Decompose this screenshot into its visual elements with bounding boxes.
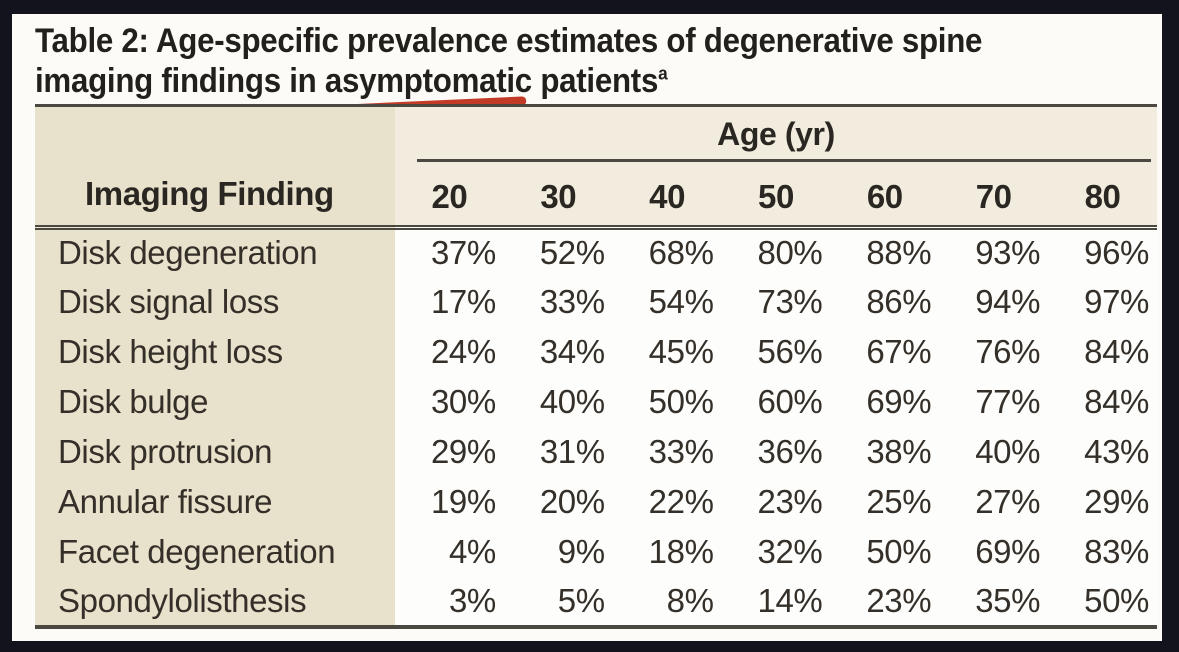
table-row: Disk bulge 30% 40% 50% 60% 69% 77% 84% xyxy=(35,377,1157,427)
prevalence-cell: 5% xyxy=(503,577,613,629)
title-divider-rule xyxy=(35,104,1157,107)
prevalence-cell: 86% xyxy=(830,277,940,327)
prevalence-cell: 50% xyxy=(1048,577,1157,629)
prevalence-cell: 24% xyxy=(395,327,504,377)
age-group-rule xyxy=(417,159,1151,162)
prevalence-cell: 8% xyxy=(612,577,722,629)
prevalence-cell: 23% xyxy=(721,477,831,527)
prevalence-cell: 69% xyxy=(939,527,1049,577)
prevalence-cell: 20% xyxy=(503,477,613,527)
prevalence-cell: 45% xyxy=(612,327,722,377)
table-row: Disk signal loss 17% 33% 54% 73% 86% 94% 97% xyxy=(35,277,1157,327)
prevalence-cell: 18% xyxy=(612,527,722,577)
prevalence-cell: 52% xyxy=(503,227,613,277)
prevalence-cell: 32% xyxy=(721,527,831,577)
table-row: Facet degeneration 4% 9% 18% 32% 50% 69% 83% xyxy=(35,527,1157,577)
prevalence-cell: 56% xyxy=(721,327,831,377)
prevalence-cell: 84% xyxy=(1048,327,1157,377)
table-header: Imaging Finding Age (yr) 20 30 40 50 60 … xyxy=(35,107,1157,230)
stub-header-cell: Imaging Finding xyxy=(35,107,395,230)
prevalence-cell: 35% xyxy=(939,577,1049,629)
row-finding-label: Annular fissure xyxy=(35,477,395,527)
age-column-header: 80 xyxy=(1048,165,1157,230)
row-finding-label: Disk height loss xyxy=(35,327,395,377)
prevalence-cell: 50% xyxy=(612,377,722,427)
age-column-header: 50 xyxy=(721,165,831,230)
table-row: Annular fissure 19% 20% 22% 23% 25% 27% 29% xyxy=(35,477,1157,527)
prevalence-cell: 36% xyxy=(721,427,831,477)
prevalence-cell: 3% xyxy=(395,577,504,629)
prevalence-cell: 38% xyxy=(830,427,940,477)
prevalence-cell: 17% xyxy=(395,277,504,327)
row-finding-label: Disk bulge xyxy=(35,377,395,427)
table-body: Disk degeneration 37% 52% 68% 80% 88% 93% 96% Di… xyxy=(35,227,1157,629)
prevalence-cell: 88% xyxy=(830,227,940,277)
prevalence-cell: 25% xyxy=(830,477,940,527)
prevalence-cell: 30% xyxy=(395,377,504,427)
prevalence-cell: 34% xyxy=(503,327,613,377)
prevalence-cell: 19% xyxy=(395,477,504,527)
age-group-label: Age (yr) xyxy=(717,116,835,152)
row-finding-label: Spondylolisthesis xyxy=(35,577,395,629)
prevalence-cell: 40% xyxy=(503,377,613,427)
prevalence-cell: 23% xyxy=(830,577,940,629)
footnote-marker: a xyxy=(658,62,668,84)
prevalence-cell: 67% xyxy=(830,327,940,377)
prevalence-cell: 80% xyxy=(721,227,831,277)
prevalence-cell: 37% xyxy=(395,227,504,277)
prevalence-cell: 43% xyxy=(1048,427,1157,477)
title-line2-after: patients xyxy=(531,62,659,100)
prevalence-cell: 29% xyxy=(1048,477,1157,527)
prevalence-cell: 50% xyxy=(830,527,940,577)
age-column-header: 40 xyxy=(612,165,722,230)
row-finding-label: Disk protrusion xyxy=(35,427,395,477)
table-row: Disk protrusion 29% 31% 33% 36% 38% 40% 43% xyxy=(35,427,1157,477)
row-finding-label: Disk degeneration xyxy=(35,227,395,277)
table-figure: Table 2: Age-specific prevalence estimat… xyxy=(12,14,1162,641)
table-title-line1: Table 2: Age-specific prevalence estimat… xyxy=(35,22,983,60)
table-row: Spondylolisthesis 3% 5% 8% 14% 23% 35% 50% xyxy=(35,577,1157,629)
prevalence-cell: 40% xyxy=(939,427,1049,477)
age-column-header: 70 xyxy=(939,165,1049,230)
prevalence-cell: 33% xyxy=(503,277,613,327)
prevalence-cell: 69% xyxy=(830,377,940,427)
row-finding-label: Facet degeneration xyxy=(35,527,395,577)
prevalence-cell: 4% xyxy=(395,527,504,577)
age-column-header: 20 xyxy=(395,165,504,230)
table-title: Table 2: Age-specific prevalence estimat… xyxy=(35,21,1056,115)
prevalence-cell: 73% xyxy=(721,277,831,327)
age-columns-header-row: 20 30 40 50 60 70 80 xyxy=(35,165,1157,230)
prevalence-cell: 76% xyxy=(939,327,1049,377)
prevalence-cell: 54% xyxy=(612,277,722,327)
table-row: Disk height loss 24% 34% 45% 56% 67% 76% 84% xyxy=(35,327,1157,377)
age-column-header: 60 xyxy=(830,165,940,230)
prevalence-cell: 94% xyxy=(939,277,1049,327)
prevalence-cell: 96% xyxy=(1048,227,1157,277)
underlined-word-text: asymptomatic xyxy=(324,62,532,100)
prevalence-cell: 84% xyxy=(1048,377,1157,427)
prevalence-cell: 83% xyxy=(1048,527,1157,577)
table-row: Disk degeneration 37% 52% 68% 80% 88% 93% 96% xyxy=(35,227,1157,277)
prevalence-cell: 14% xyxy=(721,577,831,629)
prevalence-cell: 93% xyxy=(939,227,1049,277)
age-column-header: 30 xyxy=(503,165,613,230)
prevalence-cell: 27% xyxy=(939,477,1049,527)
prevalence-cell: 97% xyxy=(1048,277,1157,327)
age-group-header-row: Imaging Finding Age (yr) xyxy=(35,107,1157,230)
prevalence-cell: 31% xyxy=(503,427,613,477)
prevalence-cell: 77% xyxy=(939,377,1049,427)
row-finding-label: Disk signal loss xyxy=(35,277,395,327)
table-title-line2: imaging findings in asymptomatic patient… xyxy=(35,61,1056,115)
prevalence-table: Imaging Finding Age (yr) 20 30 40 50 60 … xyxy=(35,107,1157,629)
prevalence-cell: 60% xyxy=(721,377,831,427)
underlined-word: asymptomatic xyxy=(320,61,532,115)
prevalence-cell: 33% xyxy=(612,427,722,477)
age-group-header-cell: Age (yr) xyxy=(395,107,1157,165)
prevalence-cell: 9% xyxy=(503,527,613,577)
prevalence-cell: 29% xyxy=(395,427,504,477)
prevalence-cell: 22% xyxy=(612,477,722,527)
title-line2-before: imaging findings in xyxy=(35,62,325,100)
prevalence-cell: 68% xyxy=(612,227,722,277)
